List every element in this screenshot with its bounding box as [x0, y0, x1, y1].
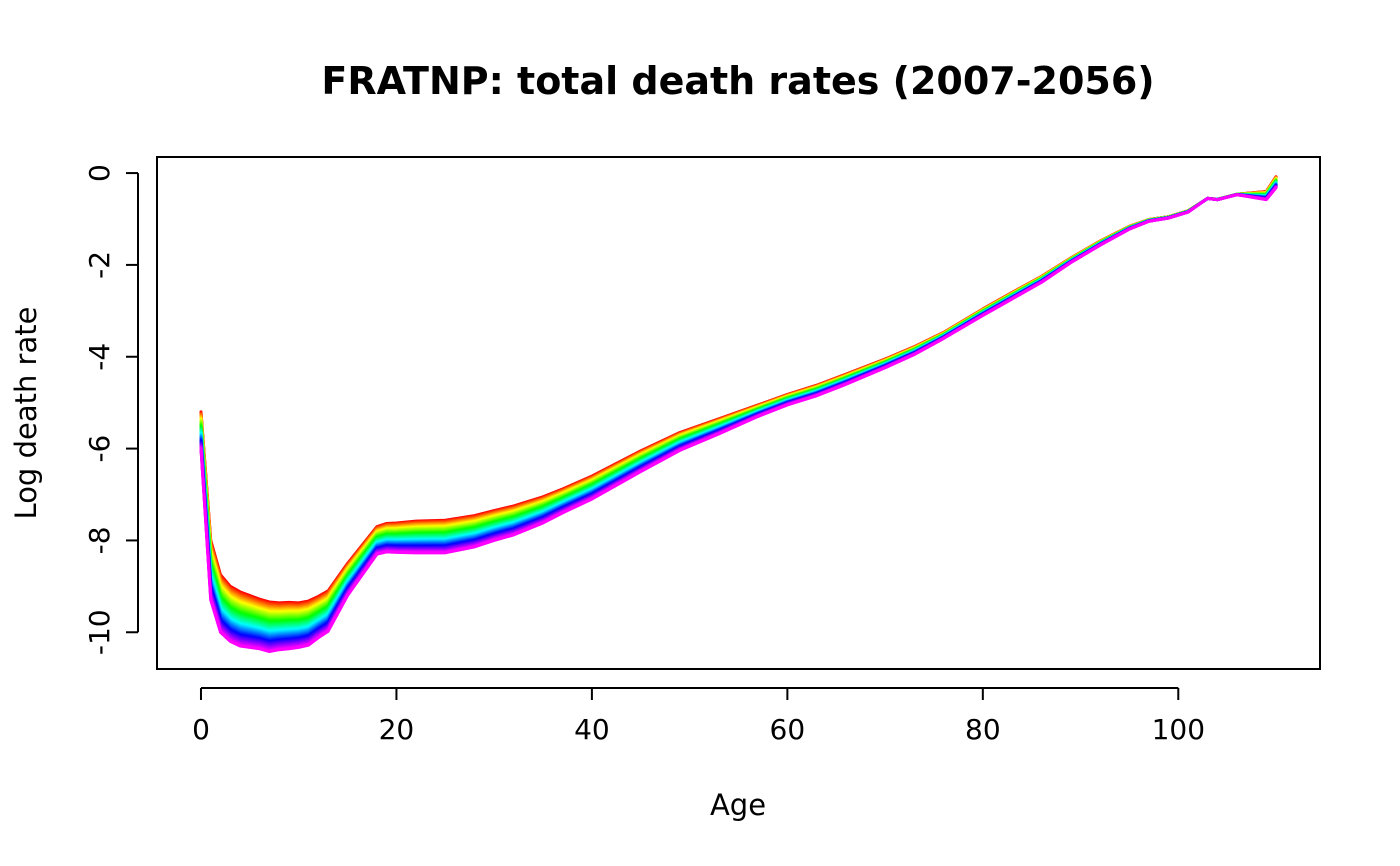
series-line-2009 — [199, 175, 1278, 607]
y-tick-label: -2 — [83, 251, 116, 279]
x-tick-label: 20 — [379, 713, 415, 746]
x-tick-label: 40 — [574, 713, 610, 746]
y-tick-label: -8 — [83, 526, 116, 554]
plot-frame — [156, 156, 1321, 670]
x-axis: 0 20 40 60 80 100 — [192, 687, 1205, 746]
x-tick-label: 60 — [770, 713, 806, 746]
x-tick-label: 0 — [192, 713, 210, 746]
x-axis-label: Age — [710, 788, 766, 822]
y-tick-label: 0 — [83, 164, 116, 182]
x-tick-label: 80 — [965, 713, 1001, 746]
series-line-2024 — [199, 179, 1278, 621]
chart-title: FRATNP: total death rates (2007-2056) — [321, 59, 1154, 103]
series-line-2010 — [199, 175, 1278, 608]
series-line-2023 — [199, 178, 1278, 620]
series-line-2056 — [199, 186, 1278, 654]
series-line-2008 — [199, 175, 1278, 606]
y-tick-label: -4 — [83, 343, 116, 371]
series-layer — [199, 175, 1278, 654]
y-axis-label: Log death rate — [9, 307, 43, 520]
y-axis: 0 -2 -4 -6 -8 -10 — [83, 164, 139, 655]
series-line-2007 — [199, 175, 1278, 605]
series-line-2011 — [199, 176, 1278, 609]
y-tick-label: -6 — [83, 435, 116, 463]
x-tick-label: 100 — [1152, 713, 1205, 746]
y-tick-label: -10 — [83, 609, 116, 655]
